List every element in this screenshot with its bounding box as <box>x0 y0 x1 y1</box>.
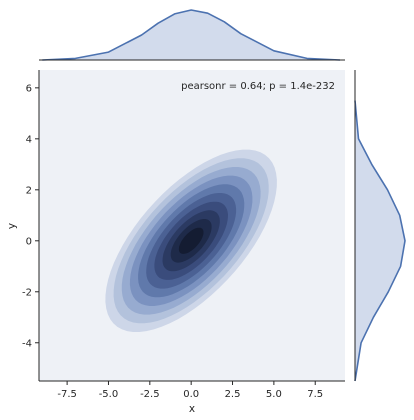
y-ticks: -4 -2 0 2 4 6 <box>22 83 39 349</box>
y-tick-label: 4 <box>26 134 32 145</box>
marginal-x-fill <box>42 10 341 60</box>
marginal-y-fill <box>355 100 405 381</box>
marginal-x-density <box>42 9 341 61</box>
y-tick-label: -2 <box>22 287 32 298</box>
x-tick-label: 2.5 <box>225 389 241 400</box>
y-tick-label: 6 <box>26 83 32 94</box>
x-tick-label: -7.5 <box>57 389 77 400</box>
marginal-x-line <box>42 9 341 61</box>
x-axis-label: x <box>189 403 195 415</box>
x-tick-label: 7.5 <box>307 389 323 400</box>
y-tick-label: -4 <box>22 338 32 349</box>
x-tick-label: -5.0 <box>99 389 119 400</box>
kde-contours <box>105 149 277 332</box>
y-tick-label: 2 <box>26 185 32 196</box>
x-tick-label: 0.0 <box>183 389 199 400</box>
contour-level-10 <box>178 227 204 254</box>
marginal-y-density <box>354 100 406 382</box>
y-axis-label: y <box>6 223 18 229</box>
x-ticks: -7.5 -5.0 -2.5 0.0 2.5 5.0 7.5 <box>57 381 323 400</box>
x-tick-label: -2.5 <box>140 389 160 400</box>
y-tick-label: 0 <box>26 236 32 247</box>
x-tick-label: 5.0 <box>266 389 282 400</box>
marginal-y-line <box>354 100 406 382</box>
pearson-annotation: pearsonr = 0.64; p = 1.4e-232 <box>181 81 335 92</box>
